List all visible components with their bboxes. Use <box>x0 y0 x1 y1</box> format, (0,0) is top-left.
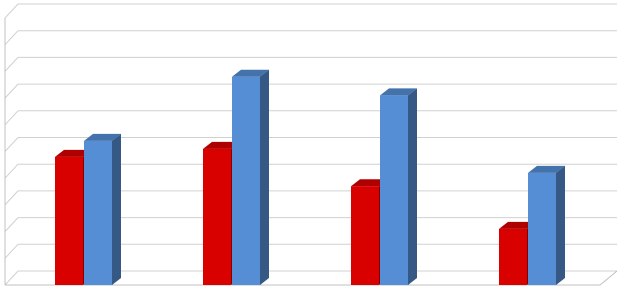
grid-line <box>4 30 19 46</box>
bar-top <box>380 88 417 96</box>
bar-top <box>203 141 240 149</box>
bar-top <box>232 69 269 77</box>
bar <box>232 76 260 286</box>
bar <box>203 148 231 285</box>
bar-top <box>84 133 121 141</box>
bar <box>351 186 379 285</box>
grid-line <box>4 57 19 72</box>
grid-line <box>4 190 19 206</box>
grid-line <box>4 270 19 286</box>
grid-line <box>4 217 19 232</box>
grid-line <box>4 163 19 179</box>
bar-top <box>499 221 536 229</box>
grid-line <box>4 110 19 126</box>
bar-side <box>408 88 417 286</box>
bar <box>55 156 83 285</box>
bar-side <box>556 165 565 285</box>
bar <box>380 95 408 286</box>
grid-line <box>4 243 19 259</box>
grid-line <box>4 3 19 19</box>
floor-edge <box>599 270 618 286</box>
grid-line <box>4 137 19 152</box>
bar-top <box>55 149 92 157</box>
bar-top <box>528 165 565 173</box>
bar-side <box>112 133 121 285</box>
bar-side <box>260 69 269 286</box>
bar-top <box>351 179 388 187</box>
grid-line <box>4 83 19 99</box>
bar <box>84 140 112 285</box>
bar <box>499 228 527 285</box>
bar <box>528 172 556 285</box>
